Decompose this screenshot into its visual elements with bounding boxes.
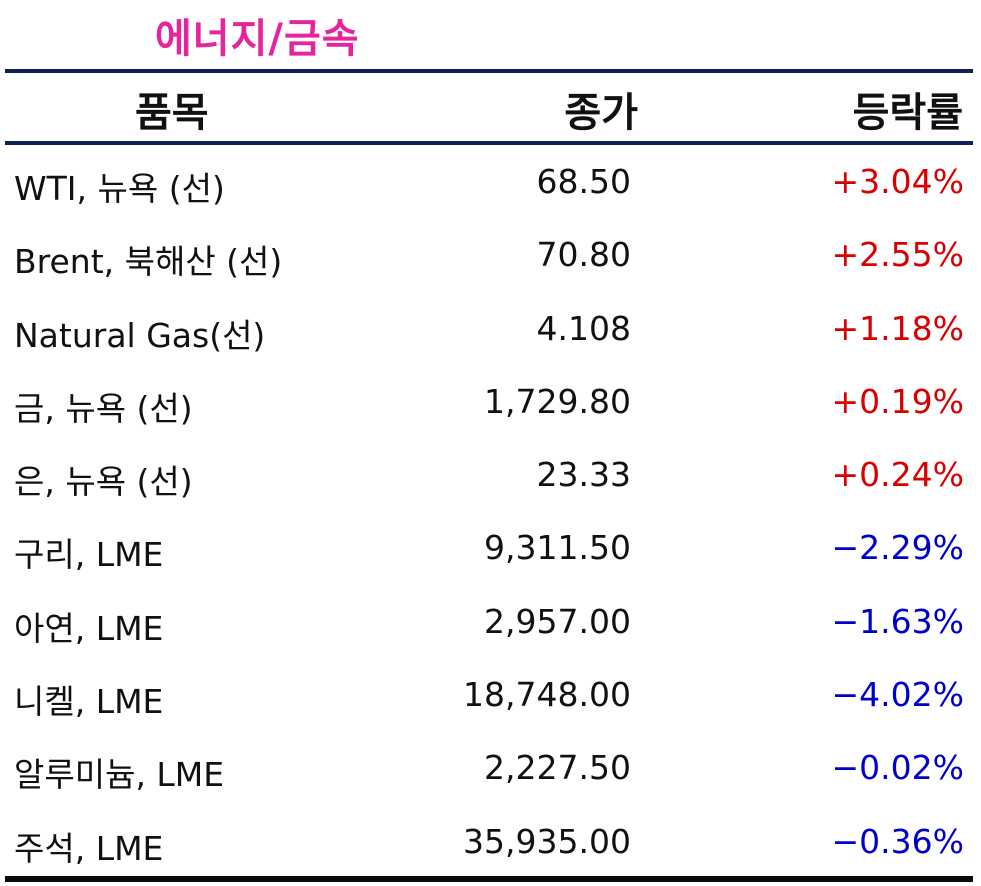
item-close: 23.33 [536,455,631,495]
item-close: 9,311.50 [484,528,631,568]
item-name: 니켈, LME [14,682,164,722]
item-name: 알루미늄, LME [14,755,225,795]
header-item: 품목 [135,90,209,136]
table-row: 알루미늄, LME 2,227.50 −0.02% [5,732,973,805]
item-name: Brent, 북해산 (선) [14,242,283,282]
table-row: 주석, LME 35,935.00 −0.36% [5,806,973,879]
table-row: Natural Gas(선) 4.108 +1.18% [5,293,973,366]
table-row: Brent, 북해산 (선) 70.80 +2.55% [5,219,973,292]
item-name: Natural Gas(선) [14,315,266,355]
table-row: 아연, LME 2,957.00 −1.63% [5,586,973,659]
item-close: 2,957.00 [484,601,631,641]
item-change: +1.18% [831,308,964,348]
item-name: 구리, LME [14,535,164,575]
item-close: 68.50 [536,162,631,201]
table-row: 구리, LME 9,311.50 −2.29% [5,512,973,585]
table-header: 품목 종가 등락률 [5,74,973,140]
item-name: 금, 뉴욕 (선) [14,388,193,428]
header-close: 종가 [564,90,638,136]
item-change: −2.29% [831,528,964,568]
header-rule [5,141,973,145]
item-name: WTI, 뉴욕 (선) [14,169,225,208]
item-close: 18,748.00 [463,675,631,715]
item-name: 주석, LME [14,828,164,868]
table-row: WTI, 뉴욕 (선) 68.50 +3.04% [5,146,973,219]
item-change: +0.19% [831,381,964,421]
table-body: WTI, 뉴욕 (선) 68.50 +3.04% Brent, 북해산 (선) … [5,146,973,879]
item-change: −4.02% [831,675,964,715]
item-close: 2,227.50 [484,748,631,788]
item-change: +2.55% [831,235,964,275]
item-change: −0.02% [831,748,964,788]
bottom-rule [5,876,973,882]
header-change: 등락률 [852,90,963,136]
item-close: 1,729.80 [484,381,631,421]
item-close: 4.108 [536,308,631,348]
item-change: +3.04% [831,162,964,201]
item-change: −1.63% [831,601,964,641]
table-title: 에너지/금속 [155,16,360,62]
top-rule [5,69,973,73]
item-name: 은, 뉴욕 (선) [14,462,193,502]
table-row: 니켈, LME 18,748.00 −4.02% [5,659,973,732]
table-row: 금, 뉴욕 (선) 1,729.80 +0.19% [5,366,973,439]
item-name: 아연, LME [14,608,164,648]
item-change: +0.24% [831,455,964,495]
table-row: 은, 뉴욕 (선) 23.33 +0.24% [5,439,973,512]
item-close: 70.80 [536,235,631,275]
item-close: 35,935.00 [463,821,631,861]
item-change: −0.36% [831,821,964,861]
